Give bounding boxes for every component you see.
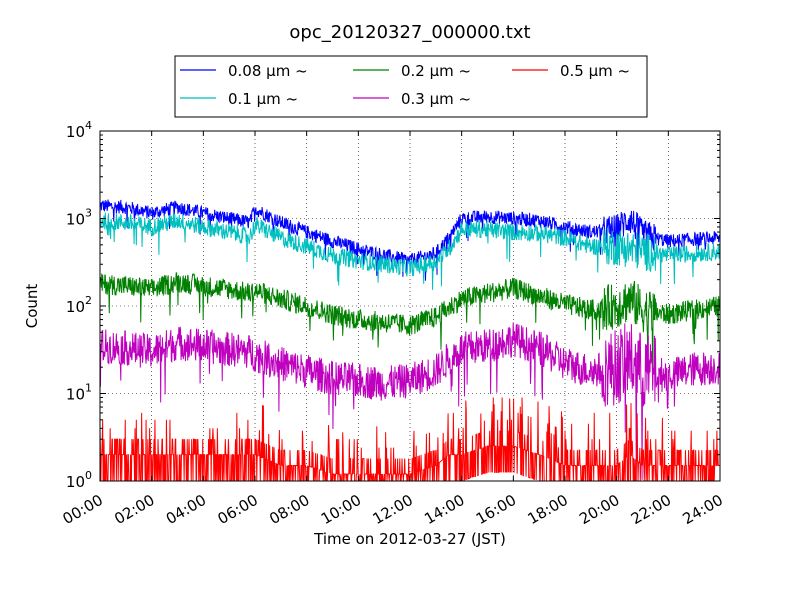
legend-label: 0.3 μm ~ — [401, 90, 471, 108]
legend: 0.08 μm ~ 0.1 μm ~ 0.2 μm ~ 0.3 μm ~ 0.5 μm … — [174, 55, 648, 118]
series-line — [99, 322, 721, 482]
x-tick-label: 14:00 — [421, 491, 467, 528]
x-tick-label: 16:00 — [473, 491, 519, 528]
series-line — [99, 199, 721, 281]
legend-label: 0.2 μm ~ — [401, 62, 471, 80]
legend-label: 0.5 μm ~ — [560, 62, 630, 80]
series-line — [99, 212, 721, 290]
y-axis-label: Count — [23, 284, 41, 329]
legend-label: 0.1 μm ~ — [228, 90, 298, 108]
y-tick-label: 104 — [66, 119, 92, 141]
legend-label: 0.08 μm ~ — [228, 62, 308, 80]
x-tick-label: 04:00 — [163, 491, 209, 528]
y-tick-label: 101 — [66, 382, 92, 404]
chart-title: opc_20120327_000000.txt — [289, 22, 530, 43]
x-tick-label: 02:00 — [111, 491, 157, 528]
x-tick-label: 12:00 — [370, 491, 416, 528]
legend-box — [174, 55, 648, 118]
x-tick-label: 10:00 — [318, 491, 364, 528]
y-tick-labels: 100 101 102 103 104 — [66, 119, 92, 491]
x-tick-label: 06:00 — [215, 491, 261, 528]
x-tick-labels: 00:00 02:00 04:00 06:00 08:00 10:00 12:00 14:00… — [60, 491, 726, 528]
axis-ticks — [99, 130, 721, 482]
x-tick-label: 22:00 — [628, 491, 674, 528]
x-tick-label: 20:00 — [576, 491, 622, 528]
x-tick-label: 18:00 — [525, 491, 571, 528]
series-line — [99, 272, 721, 385]
x-tick-label: 24:00 — [680, 491, 726, 528]
y-tick-label: 103 — [66, 207, 92, 229]
x-tick-label: 08:00 — [266, 491, 312, 528]
x-tick-label: 00:00 — [60, 491, 106, 528]
y-tick-label: 100 — [66, 469, 92, 491]
y-tick-label: 102 — [66, 294, 92, 316]
x-axis-label: Time on 2012-03-27 (JST) — [313, 530, 506, 548]
